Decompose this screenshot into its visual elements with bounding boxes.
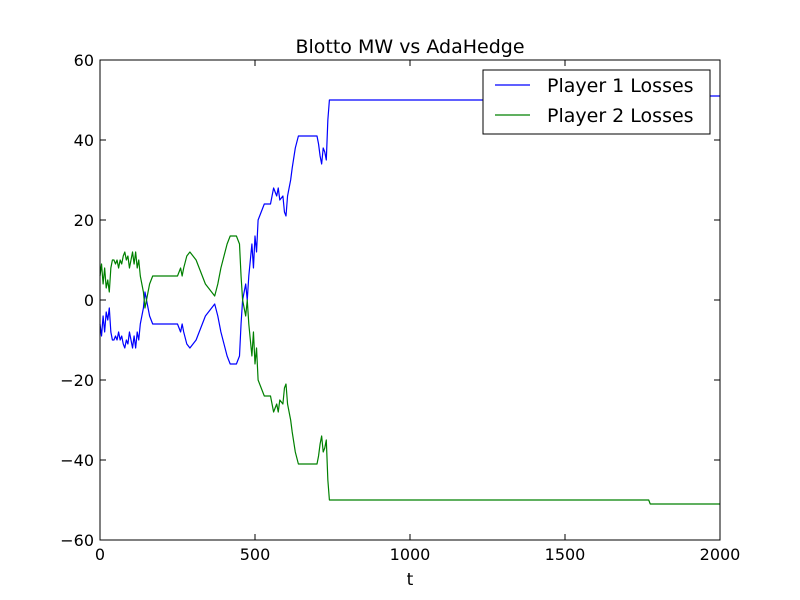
legend-label-player-1: Player 1 Losses: [547, 75, 694, 97]
y-tick-label-6: 60: [74, 51, 94, 70]
y-tick-label-3: 0: [84, 291, 94, 310]
series-layer: [99, 95, 720, 505]
plot-background: [100, 60, 720, 540]
axis-ticks: 0 500 1000 1500 2000 −60 −40 −20 0 20 40 60: [60, 51, 740, 564]
series-line-2: [99, 235, 720, 505]
y-tick-label-0: −60: [60, 531, 94, 550]
y-tick-label-2: −20: [60, 371, 94, 390]
x-tick-label-2: 1000: [390, 545, 431, 564]
x-tick-label-1: 500: [240, 545, 271, 564]
x-axis-label: t: [407, 570, 414, 590]
series-line-1: [99, 95, 720, 365]
plot-frame: [99, 59, 721, 541]
y-tick-label-5: 40: [74, 131, 94, 150]
plot-area: [100, 60, 720, 540]
y-tick-label-4: 20: [74, 211, 94, 230]
legend-box: [482, 69, 711, 135]
y-tick-label-1: −40: [60, 451, 94, 470]
legend: Player 1 Losses Player 2 Losses: [482, 69, 711, 135]
legend-label-player-2: Player 2 Losses: [547, 105, 694, 127]
x-tick-label-3: 1500: [545, 545, 586, 564]
chart-title: Blotto MW vs AdaHedge: [295, 36, 524, 58]
x-tick-label-4: 2000: [700, 545, 741, 564]
x-tick-label-0: 0: [95, 545, 105, 564]
